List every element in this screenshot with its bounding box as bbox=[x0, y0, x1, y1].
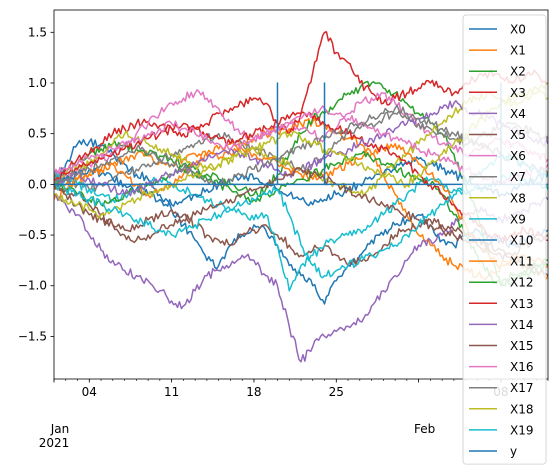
legend-label-x18: X18 bbox=[510, 402, 534, 416]
legend-label-x12: X12 bbox=[510, 276, 534, 290]
y-tick-label: −1.5 bbox=[18, 329, 47, 343]
legend-label-x0: X0 bbox=[510, 23, 526, 37]
x-tick-label: 11 bbox=[164, 385, 179, 399]
x-tick-label: 04 bbox=[82, 385, 97, 399]
legend: X0 X1 X2 X3 X4 X5 X6 X7 X8 X9 X10 X11 X12 X13 X14 X15 X1… bbox=[462, 14, 547, 465]
y-tick-label: 0.5 bbox=[28, 127, 47, 141]
y-tick-label: −1.0 bbox=[18, 279, 47, 293]
y-tick-label: 1.5 bbox=[28, 25, 47, 39]
x-month-label: Feb bbox=[414, 422, 435, 436]
legend-label-x10: X10 bbox=[510, 234, 534, 248]
legend-label-x13: X13 bbox=[510, 297, 534, 311]
legend-label-x7: X7 bbox=[510, 170, 526, 184]
legend-label-y: y bbox=[510, 445, 517, 459]
legend-label-x2: X2 bbox=[510, 65, 526, 79]
legend-label-x6: X6 bbox=[510, 149, 526, 163]
x-tick-label: 18 bbox=[246, 385, 261, 399]
x-year-label: 2021 bbox=[39, 436, 70, 450]
y-tick-label: 1.0 bbox=[28, 76, 47, 90]
legend-label-x1: X1 bbox=[510, 44, 526, 58]
legend-label-x15: X15 bbox=[510, 339, 534, 353]
legend-label-x9: X9 bbox=[510, 212, 526, 226]
legend-box bbox=[462, 14, 547, 465]
legend-label-x16: X16 bbox=[510, 360, 534, 374]
legend-label-x8: X8 bbox=[510, 191, 526, 205]
legend-label-x5: X5 bbox=[510, 128, 526, 142]
x-tick-label: 25 bbox=[329, 385, 344, 399]
y-tick-label: 0.0 bbox=[28, 177, 47, 191]
legend-label-x14: X14 bbox=[510, 318, 534, 332]
legend-label-x11: X11 bbox=[510, 255, 534, 269]
y-tick-label: −0.5 bbox=[18, 228, 47, 242]
legend-label-x19: X19 bbox=[510, 423, 534, 437]
legend-label-x17: X17 bbox=[510, 381, 534, 395]
legend-label-x4: X4 bbox=[510, 107, 526, 121]
y-axis: 1.5 1.0 0.5 0.0 −0.5 −1.0 −1.5 bbox=[18, 25, 54, 343]
legend-label-x3: X3 bbox=[510, 86, 526, 100]
x-month-label: Jan bbox=[50, 422, 70, 436]
